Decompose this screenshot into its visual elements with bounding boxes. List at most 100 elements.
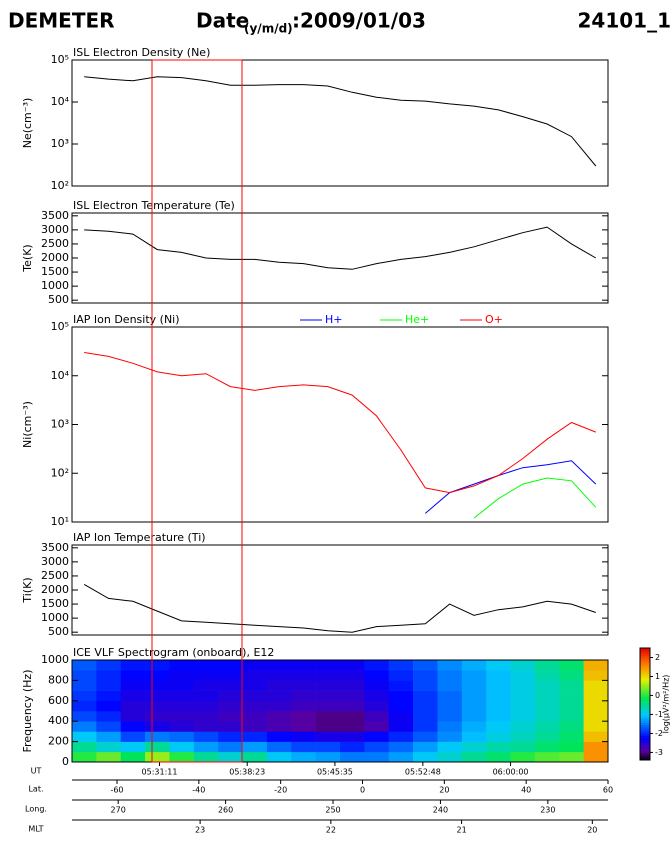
heat-cell xyxy=(583,700,609,712)
y-tick-label: 10³ xyxy=(51,137,69,150)
ruler-tick-label: 0 xyxy=(360,786,365,795)
heat-cell xyxy=(583,751,609,763)
colorbar-tick-label: 2 xyxy=(655,653,660,662)
heat-cell xyxy=(193,741,219,753)
heat-cell xyxy=(461,670,487,681)
heat-cell xyxy=(96,751,122,763)
y-tick-label: 2000 xyxy=(41,251,69,264)
heat-cell xyxy=(413,751,438,763)
heat-cell xyxy=(193,751,219,763)
colorbar-segment xyxy=(640,715,650,718)
heat-cell xyxy=(242,660,268,671)
y-tick-label: 3500 xyxy=(41,541,69,554)
colorbar-segment xyxy=(640,724,650,727)
ruler-tick-label: -20 xyxy=(274,786,287,795)
colorbar-segment xyxy=(640,674,650,677)
heat-cell xyxy=(72,751,97,763)
y-tick-label: 10⁵ xyxy=(51,53,69,66)
heat-cell xyxy=(120,741,146,753)
y-axis-label: Te(K) xyxy=(21,244,34,272)
heat-cell xyxy=(413,721,438,732)
heat-cell xyxy=(96,660,122,671)
heat-cell xyxy=(145,700,170,712)
heat-cell xyxy=(218,700,243,712)
heat-cell xyxy=(242,680,268,691)
colorbar-segment xyxy=(640,737,650,740)
heat-cell xyxy=(145,741,170,753)
y-tick-label: 3000 xyxy=(41,223,69,236)
heat-cell xyxy=(96,731,122,742)
colorbar-segment xyxy=(640,677,650,681)
colorbar-segment xyxy=(640,690,650,694)
heat-cell xyxy=(437,680,463,691)
colorbar-segment xyxy=(640,711,650,714)
heat-cell xyxy=(364,751,390,763)
heat-cell xyxy=(96,680,122,691)
colorbar-segment xyxy=(640,720,650,723)
ruler-tick-label: 270 xyxy=(111,806,126,815)
heat-cell xyxy=(291,660,316,671)
heat-cell xyxy=(510,670,536,681)
heat-cell xyxy=(120,660,146,671)
heat-cell xyxy=(461,751,487,763)
heat-cell xyxy=(364,680,390,691)
heat-cell xyxy=(96,670,122,681)
heat-cell xyxy=(461,660,487,671)
heat-cell xyxy=(315,670,341,681)
date-sub: (y/m/d) xyxy=(244,22,293,36)
colorbar-segment xyxy=(640,756,650,759)
heat-cell xyxy=(120,690,146,702)
ruler-tick-label: 40 xyxy=(521,786,531,795)
heat-cell xyxy=(266,700,292,712)
heat-cell xyxy=(193,660,219,671)
heat-cell xyxy=(169,660,195,671)
heat-cell xyxy=(340,700,365,712)
y-tick-label: 1000 xyxy=(41,611,69,624)
colorbar-tick-label: 0 xyxy=(655,691,660,700)
heat-cell xyxy=(340,690,365,702)
y-tick-label: 3500 xyxy=(41,209,69,222)
heat-cell xyxy=(120,731,146,742)
heat-cell xyxy=(169,680,195,691)
colorbar-label: log(μV²/m²/Hz) xyxy=(662,675,671,734)
heat-cell xyxy=(510,751,536,763)
heat-cell xyxy=(486,751,511,763)
heat-cell xyxy=(340,751,365,763)
heat-cell xyxy=(388,721,414,732)
ruler-tick-label: 05:52:48 xyxy=(405,768,441,777)
y-tick-label: 10² xyxy=(51,179,69,192)
heat-cell xyxy=(169,690,195,702)
heat-cell xyxy=(437,711,463,722)
ruler-tick-label: 05:45:35 xyxy=(317,768,353,777)
colorbar-tick-label: -3 xyxy=(655,748,663,757)
heat-cell xyxy=(461,711,487,722)
colorbar-segment xyxy=(640,662,650,666)
heat-cell xyxy=(315,711,341,722)
ruler-tick-label: 20 xyxy=(439,786,449,795)
ruler-tick-label: -60 xyxy=(110,786,123,795)
colorbar-segment xyxy=(640,722,650,725)
colorbar-segment xyxy=(640,718,650,722)
heat-cell xyxy=(388,680,414,691)
heat-cell xyxy=(413,741,438,753)
ruler-tick-label: 60 xyxy=(603,786,613,795)
colorbar-segment xyxy=(640,739,650,742)
heat-cell xyxy=(72,690,97,702)
heat-cell xyxy=(72,700,97,712)
ruler-tick-label: 22 xyxy=(326,826,336,835)
heat-cell xyxy=(72,670,97,681)
colorbar-segment xyxy=(640,649,650,653)
colorbar-segment xyxy=(640,746,650,750)
heat-cell xyxy=(266,711,292,722)
heat-cell xyxy=(388,751,414,763)
colorbar-tick-label: -1 xyxy=(655,710,663,719)
y-tick-label: 600 xyxy=(48,694,69,707)
heat-cell xyxy=(461,690,487,702)
heat-cell xyxy=(437,741,463,753)
heat-cell xyxy=(193,731,219,742)
colorbar-segment xyxy=(640,683,650,686)
y-tick-label: 1000 xyxy=(41,653,69,666)
heat-cell xyxy=(534,721,560,732)
panel-title: IAP Ion Temperature (Ti) xyxy=(73,531,206,544)
heat-cell xyxy=(120,751,146,763)
